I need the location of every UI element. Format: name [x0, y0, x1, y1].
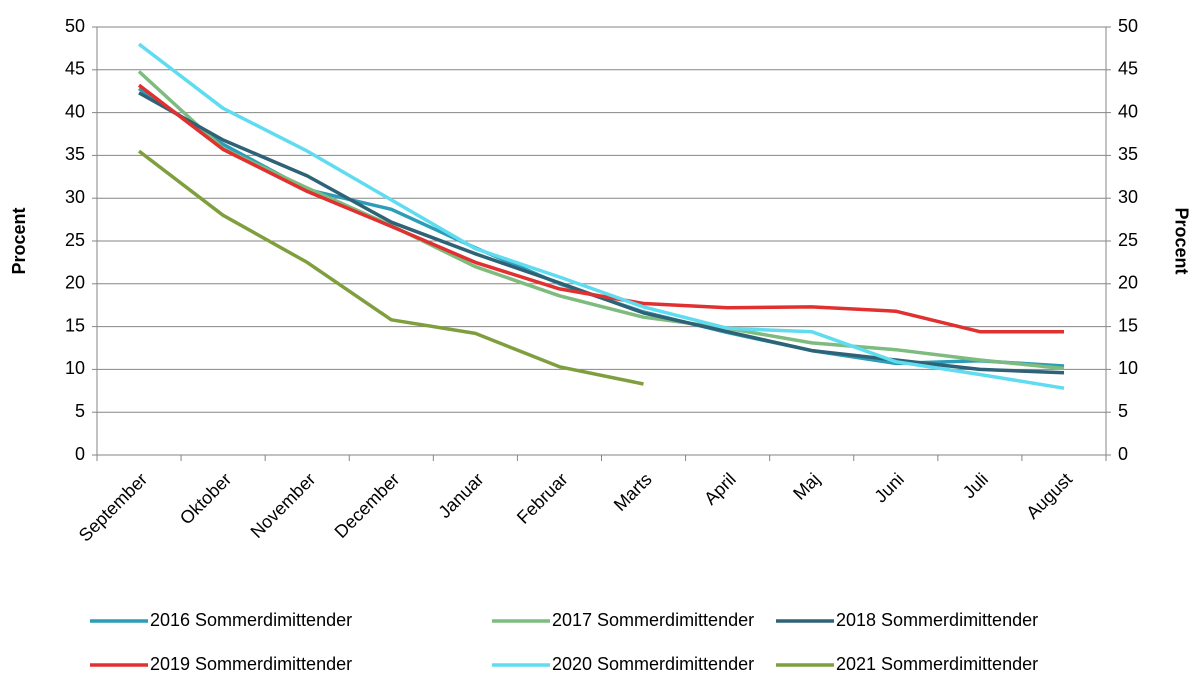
legend-label: 2021 Sommerdimittender	[836, 654, 1038, 674]
x-tick-label: August	[1022, 469, 1076, 523]
y-axis-label: Procent	[9, 207, 29, 274]
y2-tick-label: 15	[1118, 315, 1138, 335]
series-line	[137, 42, 1065, 390]
y-tick-label: 20	[65, 273, 85, 293]
y2-axis-label: Procent	[1171, 207, 1191, 274]
y-tick-label: 5	[75, 401, 85, 421]
x-tick-label: Maj	[789, 469, 824, 504]
y2-tick-label: 50	[1118, 16, 1138, 36]
y-tick-label: 15	[65, 315, 85, 335]
series-line	[137, 149, 644, 386]
y-tick-label: 50	[65, 16, 85, 36]
series-line	[137, 70, 1065, 371]
y-tick-label: 45	[65, 59, 85, 79]
y-tick-label: 0	[75, 444, 85, 464]
y-tick-label: 25	[65, 230, 85, 250]
y2-tick-label: 10	[1118, 358, 1138, 378]
y2-tick-label: 45	[1118, 59, 1138, 79]
y2-tick-label: 5	[1118, 401, 1128, 421]
x-tick-label: Marts	[610, 469, 656, 515]
x-tick-label: December	[331, 469, 404, 542]
legend-label: 2017 Sommerdimittender	[552, 610, 754, 630]
x-tick-label: September	[75, 469, 151, 545]
x-tick-label: Februar	[513, 469, 572, 528]
legend-label: 2019 Sommerdimittender	[150, 654, 352, 674]
legend-label: 2020 Sommerdimittender	[552, 654, 754, 674]
y2-tick-label: 40	[1118, 101, 1138, 121]
y-tick-label: 40	[65, 101, 85, 121]
x-tick-label: Oktober	[176, 469, 235, 528]
series-line	[138, 87, 1065, 368]
legend-label: 2018 Sommerdimittender	[836, 610, 1038, 630]
y2-tick-label: 35	[1118, 144, 1138, 164]
y2-tick-label: 0	[1118, 444, 1128, 464]
y2-tick-label: 20	[1118, 273, 1138, 293]
y-tick-label: 35	[65, 144, 85, 164]
y-tick-label: 30	[65, 187, 85, 207]
series-line	[137, 83, 1064, 334]
legend-label: 2016 Sommerdimittender	[150, 610, 352, 630]
y-tick-label: 10	[65, 358, 85, 378]
x-tick-label: Januar	[434, 469, 487, 522]
x-tick-label: November	[247, 469, 320, 542]
x-tick-label: Juni	[870, 469, 907, 506]
y2-tick-label: 25	[1118, 230, 1138, 250]
x-tick-label: April	[700, 469, 740, 509]
x-tick-label: Juli	[959, 469, 992, 502]
y2-tick-label: 30	[1118, 187, 1138, 207]
